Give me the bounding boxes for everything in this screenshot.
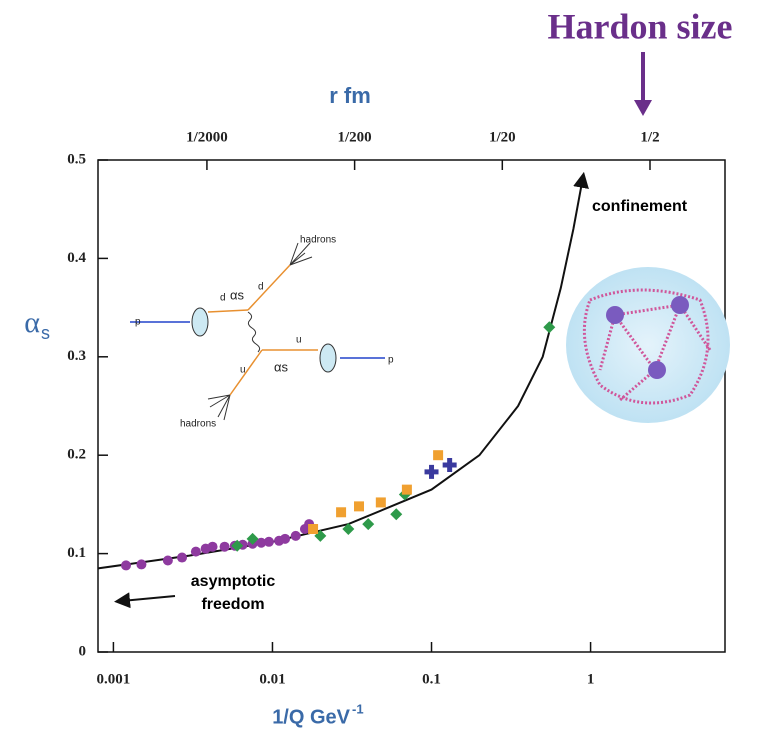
data-point — [390, 508, 403, 521]
y-tick-label: 0.2 — [67, 447, 86, 463]
data-point — [543, 321, 556, 334]
x2-tick-label: 1/2000 — [186, 129, 228, 145]
data-point — [308, 524, 319, 534]
data-point — [246, 532, 259, 545]
diagram-label: hadrons — [180, 419, 216, 430]
x2-tick-label: 1/20 — [489, 129, 516, 145]
annotation: asymptotic — [191, 573, 276, 590]
quarks — [606, 296, 689, 379]
data-point — [136, 559, 147, 570]
data-point — [433, 450, 444, 461]
data-point — [375, 497, 386, 508]
data-point — [219, 541, 230, 552]
plot-frame — [97, 159, 726, 653]
hadron-illustration — [566, 267, 730, 423]
diagram-label: u — [296, 335, 302, 346]
data-point — [362, 518, 375, 531]
x-tick-label: 0.01 — [259, 671, 285, 687]
x2-tick-label: 1/200 — [338, 129, 372, 145]
diagram-label: u — [240, 365, 246, 376]
diagram-label: αs — [274, 359, 289, 374]
x2-tick-label: 1/2 — [640, 129, 659, 145]
x-tick-label: 0.001 — [97, 671, 131, 687]
y-tick-label: 0 — [79, 643, 87, 659]
diagram-label: αs — [230, 287, 245, 302]
y-tick-label: 0.3 — [67, 348, 86, 364]
data-point — [336, 507, 347, 518]
title-arrow-head — [634, 100, 652, 116]
diagram-label: d — [220, 293, 226, 304]
chart-title: Hardon size — [548, 6, 733, 46]
annotation: confinement — [592, 198, 688, 215]
data-point — [231, 539, 244, 552]
data-point — [162, 555, 173, 566]
data-point — [342, 523, 355, 535]
diagram-label: hadrons — [300, 235, 336, 246]
y-tick-label: 0.4 — [67, 250, 86, 266]
x-label: 1/Q GeV — [272, 706, 350, 728]
x-tick-label: 1 — [587, 671, 595, 687]
data-point — [280, 533, 291, 544]
data-point — [190, 546, 201, 557]
y-tick-label: 0.1 — [67, 545, 86, 561]
diagram-label: p — [388, 355, 394, 366]
data-point — [121, 560, 132, 571]
data-point — [442, 458, 457, 473]
feynman-diagram — [130, 242, 385, 421]
x-tick-label: 0.1 — [422, 671, 441, 687]
diagram-label: p — [135, 317, 141, 328]
diagram-label: d — [258, 282, 264, 293]
x-label-sup: -1 — [352, 701, 364, 716]
data-point — [177, 552, 188, 563]
data-point — [207, 541, 218, 552]
data-point — [263, 536, 274, 547]
annotation-arrow — [114, 592, 176, 609]
data-point — [424, 464, 439, 479]
data-point — [354, 501, 365, 512]
y-label-sub: s — [41, 323, 50, 343]
data-point — [401, 484, 412, 495]
y-tick-label: 0.5 — [67, 151, 86, 167]
annotation: freedom — [201, 596, 264, 613]
hadron-detail — [582, 288, 712, 405]
data-point — [256, 537, 267, 548]
y-label: α — [24, 306, 40, 339]
data-point — [290, 530, 301, 541]
x2-label: r fm — [329, 83, 371, 108]
